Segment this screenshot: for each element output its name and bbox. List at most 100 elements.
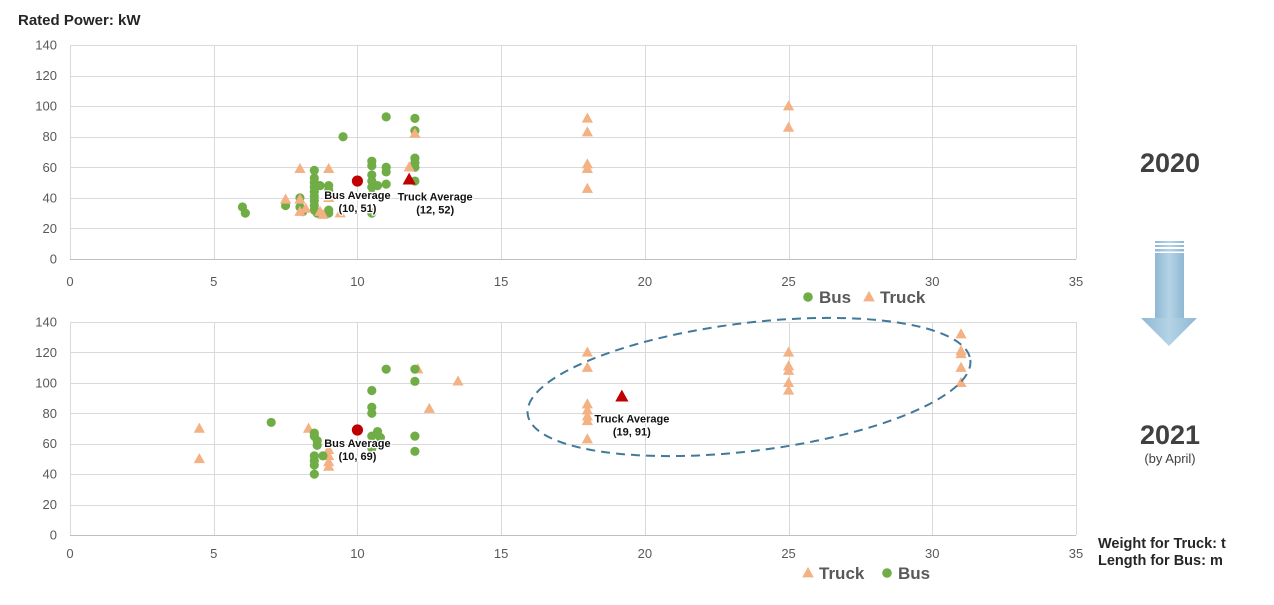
bus-point [410,113,420,123]
truck-point [300,202,312,213]
y-tick-label: 20 [43,221,57,236]
truck-point [955,361,967,372]
x-tick-label: 15 [494,274,508,289]
truck-point [581,361,593,372]
bus-point [266,417,276,428]
x-tick-label: 35 [1069,546,1083,561]
scatter-chart-2021: 0 20 40 60 80 100 120 140 0 5 10 15 20 25 30 35 Bus Aver… [35,315,1083,584]
y-tick-label: 60 [43,436,57,451]
truck-average-label: Truck Average [594,414,669,426]
y-tick-label: 20 [43,497,57,512]
bus-point [309,165,319,175]
y-tick-label: 40 [43,190,57,205]
legend-bus-label: Bus [898,564,930,583]
y-tick-label: 120 [35,345,57,360]
bus-point [367,408,377,418]
truck-point [581,182,593,193]
truck-point [423,402,435,413]
bus-point [410,376,420,386]
y-tick-label: 120 [35,68,57,83]
truck-point [782,346,795,357]
legend-bus-marker [882,568,892,578]
bus-point [312,440,322,450]
bus-point [309,469,319,479]
bus-point [410,446,420,456]
bus-point [315,181,325,191]
bus-point [367,190,377,200]
bus-point [381,364,391,374]
truck-point [193,453,205,464]
truck-point [581,162,593,174]
bus-average-value: (10, 69) [338,451,376,463]
legend-bus-label: Bus [819,288,851,307]
y-tick-label: 60 [43,160,57,175]
bus-point [410,364,420,374]
truck-point [581,404,593,415]
x-axis-note-truck: Weight for Truck: t [1098,536,1226,552]
truck-point [294,162,306,174]
truck-point [193,422,205,433]
period-note: (by April) [1144,451,1195,466]
x-tick-label: 25 [781,274,795,289]
truck-point [955,376,967,388]
x-tick-label: 10 [350,546,364,561]
x-tick-label: 30 [925,546,939,561]
truck-average-label: Truck Average [398,192,473,204]
truck-point [323,191,335,203]
truck-point [317,208,329,219]
bus-point [381,112,391,122]
truck-point [782,364,795,375]
truck-average-marker [615,389,629,402]
y-tick-label: 0 [50,252,57,267]
y-tick-label: 100 [35,375,57,390]
bus-point [372,181,383,191]
legend-truck-marker [863,290,875,302]
x-tick-label: 30 [925,274,939,289]
bus-average-label: Bus Average [324,190,390,202]
truck-point [581,346,593,357]
x-tick-label: 25 [781,546,795,561]
legend-truck-label: Truck [819,564,865,583]
truck-point [409,127,421,138]
bus-average-marker [351,175,364,187]
truck-average-value: (19, 91) [613,427,651,439]
x-tick-label: 35 [1069,274,1083,289]
legend-truck-marker [802,566,814,578]
period-label-2021: 2021 [1140,420,1200,450]
truck-point [323,443,335,454]
x-tick-label: 20 [638,274,652,289]
truck-average-value: (12, 52) [416,205,454,217]
truck-point [782,384,795,395]
bus-point [367,208,377,218]
x-tick-label: 0 [66,274,73,289]
truck-point [294,205,306,216]
bus-average-value: (10, 51) [338,203,376,215]
truck-point [334,207,346,218]
truck-cluster-highlight-ellipse [526,316,972,458]
truck-point [581,398,593,409]
x-tick-label: 5 [210,546,217,561]
bus-point [381,179,391,189]
bus-point [338,132,348,142]
truck-point [955,348,967,359]
truck-point [323,162,335,174]
x-tick-label: 10 [350,274,364,289]
truck-point [581,415,593,426]
down-arrow-icon [1141,241,1197,346]
y-tick-label: 40 [43,467,57,482]
bus-point [367,451,377,461]
truck-point [403,161,415,172]
x-axis-note-bus: Length for Bus: m [1098,553,1223,569]
period-label-2020: 2020 [1140,148,1200,178]
y-tick-label: 100 [35,99,57,114]
bus-average-label: Bus Average [324,438,390,450]
bus-average-marker [351,424,364,436]
bus-point [318,451,328,461]
y-tick-label: 140 [35,38,57,53]
x-tick-label: 15 [494,546,508,561]
scatter-chart-2020: 0 20 40 60 80 100 120 140 0 5 10 15 20 25 30 35 Bus Aver… [35,38,1083,308]
truck-point [955,328,967,339]
x-tick-label: 5 [210,274,217,289]
bus-point [381,167,391,177]
